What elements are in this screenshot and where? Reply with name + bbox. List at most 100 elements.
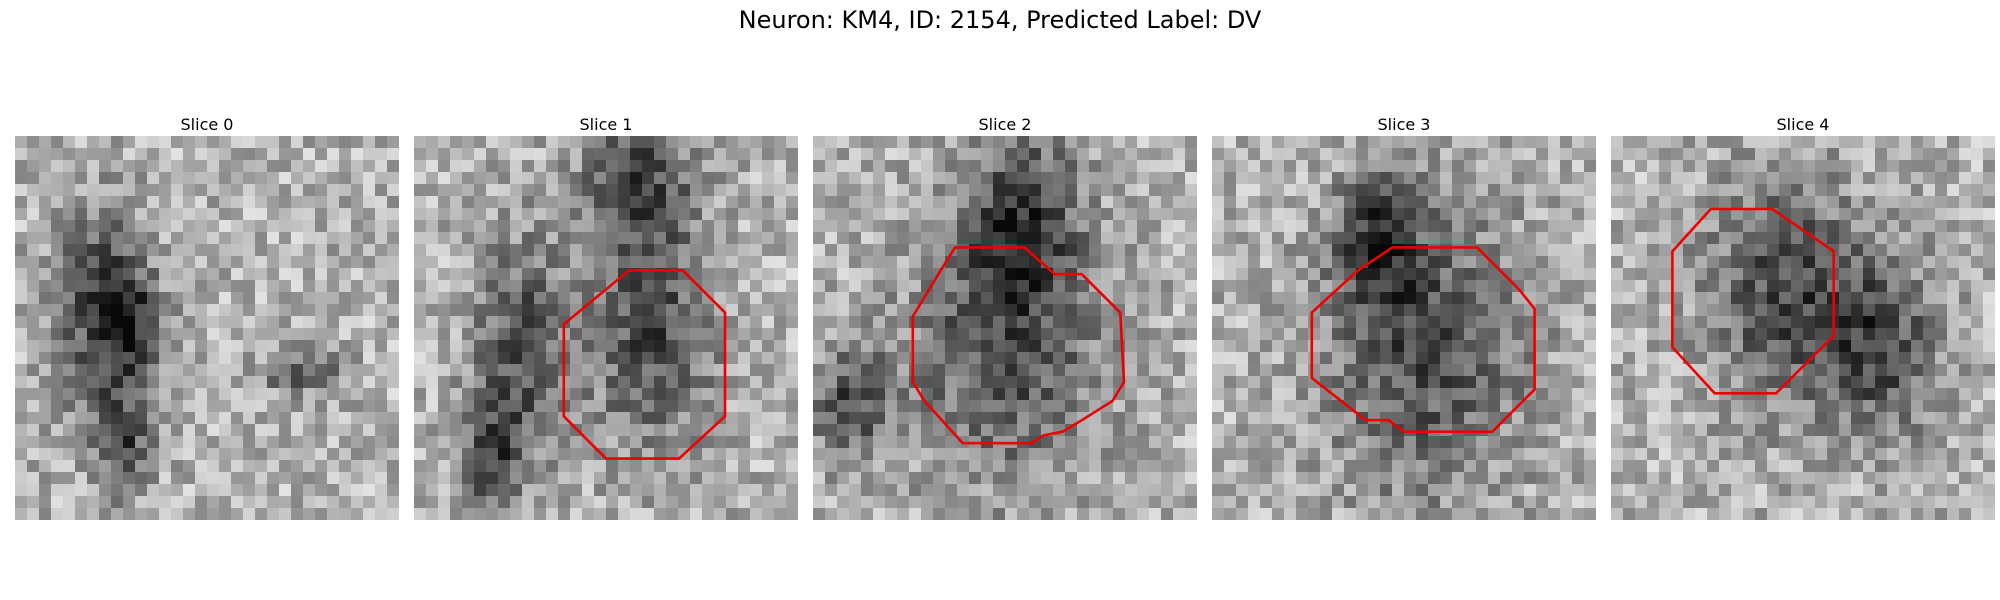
image-pixel (897, 280, 910, 293)
image-pixel (1560, 436, 1573, 449)
image-pixel (1272, 424, 1285, 437)
image-pixel (267, 352, 280, 365)
image-pixel (1767, 328, 1780, 341)
image-pixel (438, 508, 451, 520)
image-pixel (1548, 328, 1561, 341)
image-pixel (291, 400, 304, 413)
image-pixel (1137, 304, 1150, 317)
image-pixel (1779, 340, 1792, 353)
image-pixel (267, 508, 280, 520)
image-pixel (1731, 412, 1744, 425)
image-pixel (1344, 160, 1357, 173)
image-pixel (957, 448, 970, 461)
image-pixel (1899, 388, 1912, 401)
image-pixel (945, 412, 958, 425)
image-pixel (1623, 424, 1636, 437)
image-pixel (945, 196, 958, 209)
image-pixel (606, 388, 619, 401)
image-pixel (351, 232, 364, 245)
image-pixel (1029, 196, 1042, 209)
image-pixel (339, 508, 352, 520)
image-pixel (1488, 208, 1501, 221)
image-pixel (558, 304, 571, 317)
image-pixel (1428, 316, 1441, 329)
image-pixel (1572, 280, 1585, 293)
image-pixel (111, 172, 124, 185)
image-pixel (1887, 412, 1900, 425)
image-pixel (1743, 244, 1756, 257)
image-pixel (450, 256, 463, 269)
image-pixel (1212, 496, 1225, 509)
image-pixel (1815, 316, 1828, 329)
image-pixel (861, 484, 874, 497)
image-pixel (1500, 424, 1513, 437)
image-pixel (474, 160, 487, 173)
image-pixel (1791, 232, 1804, 245)
image-pixel (195, 400, 208, 413)
image-pixel (1272, 364, 1285, 377)
image-pixel (1536, 496, 1549, 509)
image-pixel (1779, 148, 1792, 161)
image-pixel (1647, 424, 1660, 437)
image-pixel (1065, 160, 1078, 173)
image-pixel (1332, 460, 1345, 473)
image-pixel (375, 328, 388, 341)
image-pixel (1017, 160, 1030, 173)
image-pixel (387, 496, 399, 509)
image-pixel (1029, 484, 1042, 497)
image-pixel (945, 472, 958, 485)
image-pixel (1296, 352, 1309, 365)
image-pixel (1272, 316, 1285, 329)
image-pixel (1416, 484, 1429, 497)
image-pixel (231, 280, 244, 293)
image-pixel (933, 208, 946, 221)
image-pixel (1911, 232, 1924, 245)
image-pixel (1500, 484, 1513, 497)
image-pixel (1053, 376, 1066, 389)
image-pixel (837, 388, 850, 401)
image-pixel (1851, 316, 1864, 329)
image-pixel (702, 172, 715, 185)
image-pixel (630, 256, 643, 269)
image-pixel (1767, 412, 1780, 425)
image-pixel (1911, 352, 1924, 365)
image-pixel (654, 436, 667, 449)
image-pixel (1065, 400, 1078, 413)
image-pixel (171, 424, 184, 437)
image-pixel (1356, 292, 1369, 305)
image-pixel (1803, 172, 1816, 185)
image-pixel (327, 400, 340, 413)
image-pixel (570, 472, 583, 485)
image-pixel (774, 292, 787, 305)
image-pixel (813, 304, 826, 317)
image-pixel (327, 364, 340, 377)
image-pixel (1308, 484, 1321, 497)
image-pixel (1236, 244, 1249, 257)
image-pixel (1572, 484, 1585, 497)
image-pixel (774, 352, 787, 365)
image-pixel (99, 196, 112, 209)
image-pixel (1719, 220, 1732, 233)
image-pixel (1260, 364, 1273, 377)
image-pixel (363, 352, 376, 365)
image-pixel (1935, 352, 1948, 365)
image-pixel (993, 328, 1006, 341)
image-pixel (51, 232, 64, 245)
image-pixel (147, 280, 160, 293)
image-pixel (1185, 352, 1197, 365)
image-pixel (1356, 484, 1369, 497)
image-pixel (351, 340, 364, 353)
image-pixel (1173, 448, 1186, 461)
image-pixel (678, 244, 691, 257)
image-pixel (1404, 340, 1417, 353)
image-pixel (1404, 352, 1417, 365)
image-pixel (315, 388, 328, 401)
image-pixel (510, 424, 523, 437)
image-pixel (1476, 268, 1489, 281)
image-pixel (159, 352, 172, 365)
image-pixel (1428, 184, 1441, 197)
image-pixel (303, 436, 316, 449)
image-pixel (1149, 472, 1162, 485)
image-pixel (546, 484, 559, 497)
image-pixel (1683, 400, 1696, 413)
